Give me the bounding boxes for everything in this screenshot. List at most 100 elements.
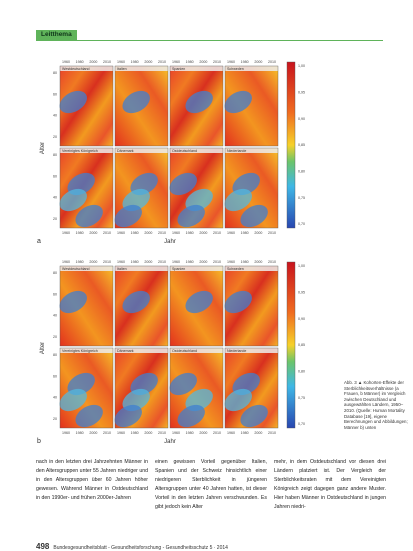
panel-border	[169, 265, 224, 347]
heatmap-patch	[240, 404, 268, 428]
panel-title-bar	[60, 266, 113, 271]
x-tick-label: 1980	[131, 60, 139, 64]
y-tick-label: 40	[53, 314, 57, 318]
panel-title: Ostdeutschland	[172, 349, 197, 353]
panel-title-bar	[170, 66, 223, 71]
y-tick-label: 80	[53, 353, 57, 357]
figure-label: b	[37, 438, 41, 445]
panel-border	[224, 265, 279, 347]
x-tick-label: 1960	[227, 260, 235, 264]
panel-title-bar	[60, 66, 113, 71]
figure-label: a	[37, 238, 41, 245]
panel-title-bar	[225, 148, 278, 153]
x-tick-label: 1980	[186, 260, 194, 264]
panel-border	[59, 265, 114, 347]
panel-title: Westdeutschland	[62, 67, 90, 71]
y-tick-label: 60	[53, 292, 57, 296]
colorbar-tick-label: 0,75	[298, 196, 305, 200]
panel-border	[224, 347, 279, 429]
x-tick-label: 2010	[158, 260, 166, 264]
x-tick-label: 1980	[76, 231, 84, 235]
x-tick-label: 1980	[186, 60, 194, 64]
journal: Bundesgesundheitsblatt - Gesundheitsfors…	[53, 545, 228, 551]
colorbar-tick-label: 0,70	[298, 222, 305, 226]
panel-title-bar	[225, 348, 278, 353]
x-tick-label: 2000	[89, 60, 97, 64]
x-tick-label: 1980	[131, 431, 139, 435]
x-tick-label: 1960	[227, 431, 235, 435]
panel-title-bar	[115, 66, 168, 71]
panel-border	[169, 65, 224, 147]
x-tick-label: 2010	[158, 231, 166, 235]
x-tick-label: 2000	[199, 260, 207, 264]
x-tick-label: 2000	[254, 60, 262, 64]
colorbar-tick-label: 0,80	[298, 370, 305, 374]
x-tick-label: 1980	[241, 260, 249, 264]
x-tick-label: 2010	[268, 260, 276, 264]
y-tick-label: 60	[53, 174, 57, 178]
body-column: mehr, in dem Ostdeutschland vor diesen d…	[274, 459, 386, 510]
x-tick-label: 2000	[199, 431, 207, 435]
heatmap-patch	[59, 90, 87, 114]
colorbar-tick-label: 0,80	[298, 170, 305, 174]
x-tick-label: 1960	[117, 431, 125, 435]
colorbar-tick-label: 0,95	[298, 91, 305, 95]
y-tick-label: 80	[53, 153, 57, 157]
colorbar-tick-label: 0,90	[298, 117, 305, 121]
heatmap-patch	[224, 388, 252, 412]
x-tick-label: 1980	[131, 231, 139, 235]
x-tick-label: 2010	[103, 231, 111, 235]
panel-title-bar	[170, 148, 223, 153]
panel-border	[114, 65, 169, 147]
y-tick-label: 20	[53, 217, 57, 221]
section-header: Leitthema	[36, 30, 77, 40]
x-tick-label: 2000	[89, 260, 97, 264]
panel-border	[59, 65, 114, 147]
x-tick-label: 1960	[117, 231, 125, 235]
x-tick-label: 2010	[213, 231, 221, 235]
heatmap-patch	[224, 188, 252, 212]
x-tick-label: 1960	[172, 231, 180, 235]
x-tick-label: 1980	[76, 431, 84, 435]
panel-title-bar	[115, 148, 168, 153]
x-tick-label: 1980	[241, 60, 249, 64]
panel-title-bar	[60, 348, 113, 353]
panel-title: Spanien	[172, 67, 185, 71]
x-tick-label: 1960	[117, 260, 125, 264]
y-tick-label: 60	[53, 374, 57, 378]
x-tick-label: 2010	[268, 231, 276, 235]
body-column: einen gewissen Vorteil gegenüber Italien…	[155, 459, 267, 510]
x-tick-label: 1980	[186, 231, 194, 235]
x-tick-label: 1960	[227, 60, 235, 64]
x-tick-label: 1960	[62, 260, 70, 264]
colorbar-tick-label: 0,70	[298, 422, 305, 426]
y-tick-label: 40	[53, 114, 57, 118]
x-tick-label: 2000	[144, 431, 152, 435]
colorbar-tick-label: 1,00	[298, 264, 305, 268]
body-column: nach in den letzten drei Jahrzehnten Män…	[36, 459, 148, 501]
x-tick-label: 1960	[62, 431, 70, 435]
x-tick-label: 1960	[172, 60, 180, 64]
x-tick-label: 2000	[254, 431, 262, 435]
x-tick-label: 2010	[103, 431, 111, 435]
x-tick-label: 2000	[89, 231, 97, 235]
y-tick-label: 60	[53, 92, 57, 96]
panel-title: Vereinigtes Königreich	[62, 349, 98, 353]
y-tick-label: 20	[53, 135, 57, 139]
panel-title-bar	[225, 266, 278, 271]
x-tick-label: 1960	[227, 231, 235, 235]
colorbar-tick-label: 1,00	[298, 64, 305, 68]
x-tick-label: 2000	[144, 260, 152, 264]
heatmap-patch	[59, 188, 87, 212]
heatmap-patch	[177, 404, 205, 428]
panel-title-bar	[225, 66, 278, 71]
x-axis-label: Jahr	[164, 439, 176, 445]
panel-border	[59, 147, 114, 229]
x-tick-label: 2010	[268, 431, 276, 435]
panel-title: Niederlande	[227, 149, 246, 153]
panel-title: Schweden	[227, 67, 244, 71]
x-tick-label: 2010	[158, 431, 166, 435]
panel-border	[114, 265, 169, 347]
heatmap-patch	[240, 204, 268, 228]
